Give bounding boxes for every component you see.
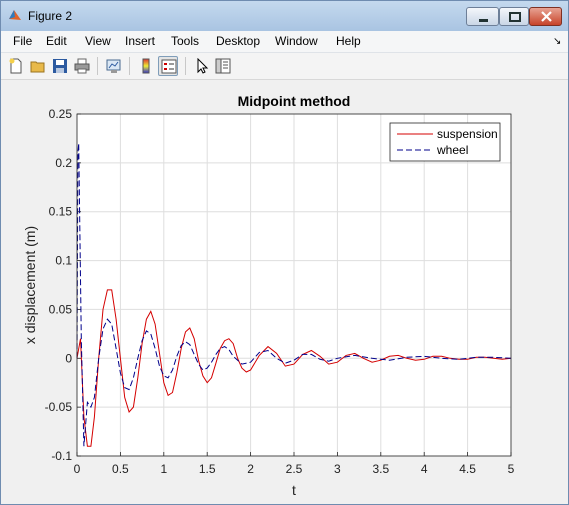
- property-editor-button[interactable]: [213, 56, 233, 76]
- x-tick-label: 4.5: [459, 462, 476, 476]
- legend-suspension-label: suspension: [437, 127, 498, 141]
- series-suspension-line: [76, 289, 512, 447]
- menu-window[interactable]: Window: [275, 34, 318, 48]
- save-button[interactable]: [50, 56, 70, 76]
- series-wheel-line: [76, 143, 512, 447]
- menu-view[interactable]: View: [85, 34, 111, 48]
- open-file-button[interactable]: [28, 56, 48, 76]
- y-axis-label: x displacement (m): [22, 226, 38, 344]
- legend[interactable]: suspension wheel: [389, 122, 501, 162]
- property-editor-icon: [215, 58, 231, 74]
- save-icon: [53, 59, 67, 73]
- matlab-app-icon: [9, 10, 21, 20]
- figure-canvas: 0 0.5 1 1.5 2 2.5 3 3.5 4 4.5 5 0.25 0.2 0.15 0.1 0.05 0…: [5, 83, 565, 501]
- insert-colorbar-icon: [142, 58, 150, 74]
- x-tick-label: 3: [334, 462, 341, 476]
- maximize-button[interactable]: [499, 7, 529, 26]
- y-tick-label: 0: [65, 351, 72, 365]
- edit-plot-button[interactable]: [192, 56, 212, 76]
- insert-legend-icon: [161, 59, 177, 74]
- toolbar-separator: [129, 57, 130, 75]
- x-tick-label: 2.5: [286, 462, 303, 476]
- y-tick-label: 0.05: [49, 302, 73, 316]
- menu-file[interactable]: File: [13, 34, 33, 48]
- new-figure-button[interactable]: [6, 56, 26, 76]
- minimize-icon: [479, 19, 488, 22]
- y-tick-label: -0.05: [45, 400, 73, 414]
- print-button[interactable]: [72, 56, 92, 76]
- close-button[interactable]: [529, 7, 562, 26]
- insert-colorbar-button[interactable]: [136, 56, 156, 76]
- close-icon: [541, 11, 552, 22]
- link-plot-icon: [106, 59, 121, 73]
- minimize-button[interactable]: [466, 7, 499, 26]
- y-tick-label: -0.1: [51, 449, 72, 463]
- new-figure-icon: [9, 58, 22, 74]
- plot-title: Midpoint method: [238, 93, 351, 109]
- x-tick-label: 1: [160, 462, 167, 476]
- window-title: Figure 2: [28, 9, 73, 23]
- x-tick-label: 2: [247, 462, 254, 476]
- y-tick-label: 0.25: [49, 107, 73, 121]
- legend-wheel-label: wheel: [436, 143, 468, 157]
- menu-desktop[interactable]: Desktop: [216, 34, 261, 48]
- x-axis-label: t: [292, 482, 296, 498]
- plot-axes[interactable]: 0 0.5 1 1.5 2 2.5 3 3.5 4 4.5 5 0.25 0.2 0.15 0.1 0.05 0…: [5, 83, 565, 501]
- figure-toolbar: [1, 53, 568, 80]
- toolbar-separator: [185, 57, 186, 75]
- x-tick-label: 0: [74, 462, 81, 476]
- link-plot-button[interactable]: [104, 56, 124, 76]
- y-tick-label: 0.15: [49, 205, 73, 219]
- toolbar-separator: [97, 57, 98, 75]
- title-bar[interactable]: Figure 2: [1, 1, 568, 31]
- menu-bar: File Edit View Insert Tools Desktop Wind…: [1, 31, 568, 53]
- menu-help[interactable]: Help: [336, 34, 361, 48]
- edit-plot-pointer-icon: [197, 58, 209, 74]
- maximize-icon: [509, 12, 521, 22]
- print-icon: [74, 58, 90, 74]
- y-tick-label: 0.1: [55, 254, 72, 268]
- x-tick-label: 1.5: [199, 462, 216, 476]
- menu-insert[interactable]: Insert: [125, 34, 156, 48]
- menu-edit[interactable]: Edit: [46, 34, 67, 48]
- insert-legend-button[interactable]: [158, 56, 178, 76]
- x-tick-label: 0.5: [112, 462, 129, 476]
- x-tick-label: 3.5: [372, 462, 389, 476]
- y-tick-label: 0.2: [55, 156, 72, 170]
- x-tick-label: 5: [508, 462, 515, 476]
- open-file-icon: [30, 61, 45, 73]
- dock-arrow-icon[interactable]: ↘: [553, 36, 562, 47]
- menu-tools[interactable]: Tools: [171, 34, 200, 48]
- x-tick-label: 4: [421, 462, 428, 476]
